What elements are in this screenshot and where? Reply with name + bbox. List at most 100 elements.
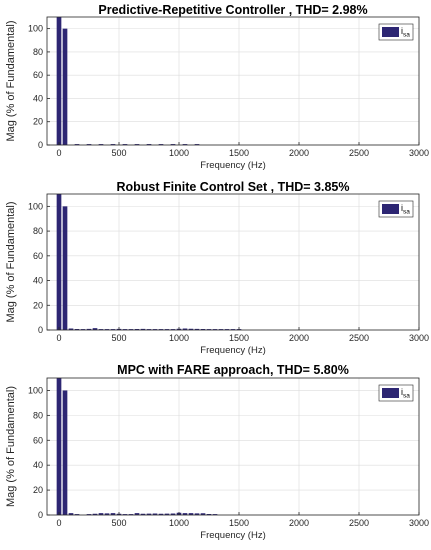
- bar: [200, 513, 206, 515]
- y-tick-label: 0: [38, 325, 43, 335]
- legend-label: isa: [401, 203, 410, 216]
- y-tick-label: 60: [33, 70, 43, 80]
- bar: [74, 514, 80, 515]
- y-tick-label: 80: [33, 47, 43, 57]
- x-tick-label: 3000: [409, 148, 429, 158]
- bar: [68, 513, 74, 515]
- legend-swatch: [382, 388, 399, 398]
- bar: [122, 144, 128, 145]
- bar: [134, 144, 140, 145]
- chart-panel-3: 0 500 1000 1500 2000 2500 3000 0 20 40 60 80 100 MPC …: [5, 363, 429, 541]
- x-tick-label: 500: [111, 518, 126, 528]
- bar: [122, 329, 128, 330]
- bar: [98, 329, 104, 330]
- bar: [188, 513, 194, 515]
- legend-swatch: [382, 27, 399, 37]
- x-axis-label: Frequency (Hz): [200, 345, 265, 356]
- bar: [134, 329, 140, 330]
- bar: [122, 514, 128, 515]
- bar: [98, 144, 104, 145]
- bar: [188, 328, 194, 330]
- x-tick-label: 1000: [169, 148, 189, 158]
- y-tick-label: 20: [33, 300, 43, 310]
- bar: [170, 329, 176, 330]
- bar: [152, 513, 158, 515]
- x-tick-label: 3000: [409, 518, 429, 528]
- bar: [170, 144, 176, 145]
- bar: [56, 17, 62, 145]
- bar: [80, 329, 86, 330]
- bar: [158, 329, 164, 330]
- x-tick-label: 2500: [349, 148, 369, 158]
- bar: [212, 329, 218, 330]
- bar: [104, 513, 110, 515]
- legend: isa: [378, 384, 414, 402]
- x-tick-label: 0: [56, 333, 61, 343]
- bar: [56, 194, 62, 330]
- plot-area: [47, 17, 419, 145]
- bar: [62, 390, 68, 515]
- y-tick-label: 100: [28, 24, 43, 34]
- bar: [146, 513, 152, 515]
- bar: [110, 513, 116, 515]
- bar: [134, 513, 140, 515]
- bar: [86, 144, 92, 145]
- bar: [164, 329, 170, 330]
- bar: [110, 329, 116, 330]
- bar: [92, 513, 98, 515]
- x-tick-label: 1500: [229, 148, 249, 158]
- legend-swatch: [382, 204, 399, 214]
- bar: [74, 329, 80, 330]
- bar: [68, 328, 74, 330]
- bar: [158, 513, 164, 515]
- y-tick-label: 40: [33, 93, 43, 103]
- x-tick-label: 2000: [289, 518, 309, 528]
- x-tick-label: 1000: [169, 518, 189, 528]
- x-tick-label: 0: [56, 148, 61, 158]
- bar: [86, 514, 92, 515]
- y-tick-label: 20: [33, 485, 43, 495]
- plot-area: [47, 378, 419, 515]
- x-tick-label: 1000: [169, 333, 189, 343]
- bar: [56, 378, 62, 515]
- bar: [182, 328, 188, 330]
- bar: [98, 513, 104, 515]
- legend-label: isa: [401, 387, 410, 400]
- chart-panel-1: 0 500 1000 1500 2000 2500 3000 0 20 40 60 80 100 Pred…: [5, 3, 429, 171]
- bar: [218, 329, 224, 330]
- bar: [104, 329, 110, 330]
- bar: [140, 513, 146, 515]
- plot-area: [47, 194, 419, 330]
- y-tick-label: 40: [33, 460, 43, 470]
- bar: [206, 514, 212, 515]
- bar: [194, 328, 200, 330]
- x-axis-label: Frequency (Hz): [200, 530, 265, 541]
- bar: [200, 329, 206, 330]
- x-tick-label: 2000: [289, 148, 309, 158]
- chart-title: Predictive-Repetitive Controller , THD= …: [98, 3, 367, 17]
- axes-frame: [46, 377, 420, 516]
- y-axis-label: Mag (% of Fundamental): [5, 201, 17, 322]
- x-tick-label: 2500: [349, 333, 369, 343]
- x-tick-label: 1500: [229, 518, 249, 528]
- bar: [86, 328, 92, 330]
- bar: [170, 513, 176, 515]
- bar: [146, 329, 152, 330]
- bar: [62, 206, 68, 330]
- bar: [158, 144, 164, 145]
- axes-frame: [46, 16, 420, 146]
- y-axis-label: Mag (% of Fundamental): [5, 386, 17, 507]
- bar: [128, 329, 134, 330]
- axes-frame: [46, 193, 420, 331]
- bar: [74, 144, 80, 145]
- bar: [182, 144, 188, 145]
- y-tick-label: 60: [33, 435, 43, 445]
- bar: [128, 514, 134, 515]
- x-tick-label: 2000: [289, 333, 309, 343]
- y-tick-label: 60: [33, 251, 43, 261]
- bar: [230, 329, 236, 330]
- x-tick-label: 0: [56, 518, 61, 528]
- chart-title: Robust Finite Control Set , THD= 3.85%: [116, 180, 349, 194]
- bar: [206, 329, 212, 330]
